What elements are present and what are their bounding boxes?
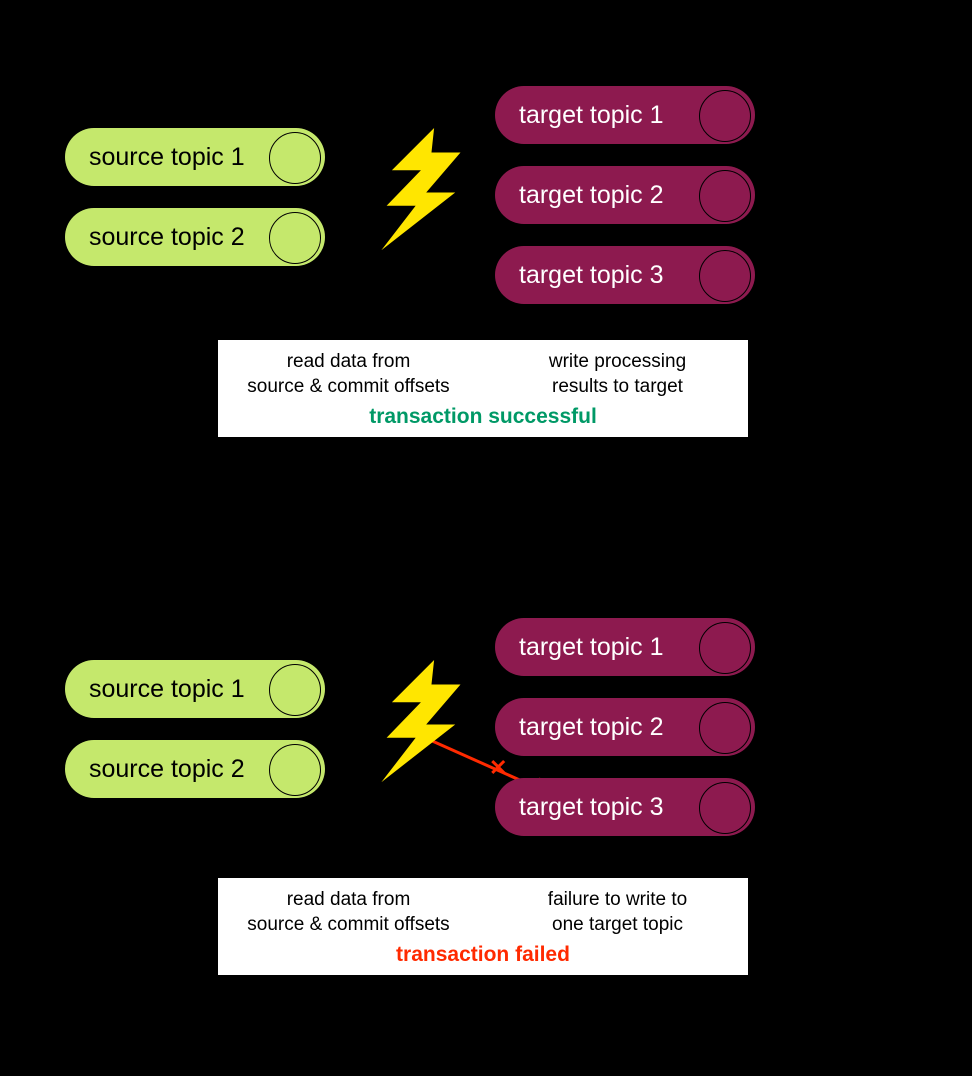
- success-panel-source-topic-1: source topic 1: [65, 128, 325, 186]
- success-panel-source-topic-1-label: source topic 1: [89, 143, 245, 172]
- failure-panel-caption-left: read data fromsource & commit offsets: [234, 888, 463, 937]
- success-panel-caption: read data fromsource & commit offsets wri…: [218, 340, 748, 437]
- success-panel-source-topic-2-label: source topic 2: [89, 223, 245, 252]
- success-panel-source-topic-2: source topic 2: [65, 208, 325, 266]
- success-panel-target-topic-1-label: target topic 1: [519, 101, 664, 130]
- failure-panel-source-topic-2: source topic 2: [65, 740, 325, 798]
- success-panel-target-topic-2: target topic 2: [495, 166, 755, 224]
- success-panel-processor-bolt-icon: [378, 128, 468, 253]
- success-panel-target-topic-3: target topic 3: [495, 246, 755, 304]
- success-panel-target-topic-3-label: target topic 3: [519, 261, 664, 290]
- failure-panel-source-topic-1: source topic 1: [65, 660, 325, 718]
- success-panel-caption-status: transaction successful: [234, 405, 732, 429]
- failure-panel-caption-right: failure to write toone target topic: [503, 888, 732, 937]
- failure-panel-source-topic-2-label: source topic 2: [89, 755, 245, 784]
- failure-panel-target-topic-2: target topic 2: [495, 698, 755, 756]
- success-panel-target-topic-2-label: target topic 2: [519, 181, 664, 210]
- failure-panel-source-topic-1-label: source topic 1: [89, 675, 245, 704]
- failure-x-icon: ✕: [489, 755, 507, 781]
- success-panel-target-topic-1: target topic 1: [495, 86, 755, 144]
- success-panel-caption-right: write processingresults to target: [503, 350, 732, 399]
- failure-panel-target-topic-3-label: target topic 3: [519, 793, 664, 822]
- failure-panel-target-topic-1: target topic 1: [495, 618, 755, 676]
- failure-panel-target-topic-2-label: target topic 2: [519, 713, 664, 742]
- failure-panel-caption-status: transaction failed: [234, 943, 732, 967]
- failure-panel-target-topic-3: target topic 3: [495, 778, 755, 836]
- failure-panel-caption: read data fromsource & commit offsets fai…: [218, 878, 748, 975]
- success-panel-caption-left: read data fromsource & commit offsets: [234, 350, 463, 399]
- failure-panel-processor-bolt-icon: [378, 660, 468, 785]
- failure-panel-target-topic-1-label: target topic 1: [519, 633, 664, 662]
